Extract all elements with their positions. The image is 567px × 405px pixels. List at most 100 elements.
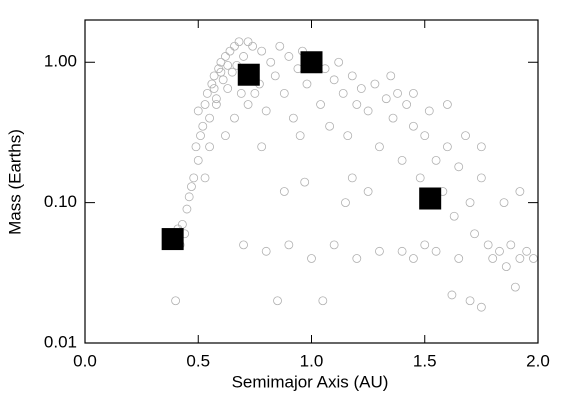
point [338, 88, 348, 98]
point [234, 37, 244, 47]
point [191, 142, 201, 152]
point [200, 100, 210, 109]
point [442, 100, 452, 109]
point [352, 100, 362, 109]
point [218, 75, 228, 85]
planet-marker [161, 228, 184, 251]
point [230, 113, 239, 123]
point [352, 254, 362, 263]
point [257, 46, 267, 56]
point [243, 37, 253, 47]
x-axis-label: Semimajor Axis (AU) [232, 372, 389, 391]
point [522, 246, 532, 256]
point [239, 52, 248, 61]
point [184, 192, 194, 202]
point [347, 71, 357, 81]
point [302, 79, 312, 89]
point [202, 88, 212, 98]
point [476, 302, 486, 312]
point [221, 52, 230, 61]
point [454, 254, 464, 263]
point [279, 187, 289, 196]
point [248, 41, 258, 51]
point [454, 162, 464, 172]
point [431, 246, 441, 256]
point [442, 142, 452, 152]
planet-marker [300, 51, 323, 74]
point [223, 84, 233, 93]
point [329, 240, 339, 250]
point [325, 121, 335, 131]
point [363, 187, 373, 196]
x-tick-label: 1.0 [300, 351, 324, 370]
point [211, 94, 221, 104]
point [273, 296, 282, 306]
point [193, 155, 203, 165]
point [506, 240, 516, 250]
point [341, 198, 350, 208]
point [356, 84, 366, 93]
point [431, 155, 441, 165]
point [216, 67, 226, 77]
point [230, 41, 239, 51]
y-tick-label: 0.10 [44, 192, 77, 211]
point [476, 173, 486, 183]
point [196, 131, 205, 141]
point [261, 246, 271, 256]
point [409, 121, 418, 131]
point [409, 88, 418, 98]
point [393, 88, 402, 98]
point [266, 57, 276, 67]
point [510, 282, 520, 292]
point [284, 240, 294, 250]
point [515, 187, 525, 196]
point [200, 173, 210, 183]
point [370, 79, 380, 89]
point [363, 106, 373, 116]
point [275, 41, 285, 51]
point [270, 71, 280, 81]
point [243, 100, 253, 109]
point [375, 246, 384, 256]
point [386, 71, 396, 81]
point [461, 131, 470, 141]
point [402, 100, 412, 109]
point [182, 204, 192, 214]
point [347, 173, 357, 183]
point [499, 198, 509, 208]
point [236, 88, 246, 98]
point [261, 106, 271, 116]
point [318, 296, 328, 306]
point [223, 60, 233, 70]
point [388, 113, 398, 123]
point [295, 131, 305, 141]
point [381, 94, 391, 104]
point [343, 131, 353, 141]
point [447, 290, 457, 300]
y-tick-label: 1.00 [44, 52, 77, 71]
point [470, 229, 479, 239]
point [329, 75, 339, 85]
point [465, 296, 475, 306]
point [288, 113, 298, 123]
x-tick-label: 1.5 [413, 351, 437, 370]
point [193, 106, 203, 116]
planet-marker [419, 187, 442, 210]
y-tick-label: 0.01 [44, 332, 77, 351]
point [397, 246, 407, 256]
point [424, 106, 434, 116]
point [316, 100, 325, 109]
point [198, 121, 208, 131]
point [239, 240, 248, 250]
point [257, 142, 267, 152]
point [211, 100, 221, 109]
point [397, 155, 407, 165]
point [515, 254, 525, 263]
point [209, 84, 219, 93]
point [488, 254, 498, 263]
point [300, 177, 310, 187]
x-tick-label: 2.0 [526, 351, 550, 370]
point [476, 142, 486, 152]
x-tick-label: 0.0 [73, 351, 97, 370]
